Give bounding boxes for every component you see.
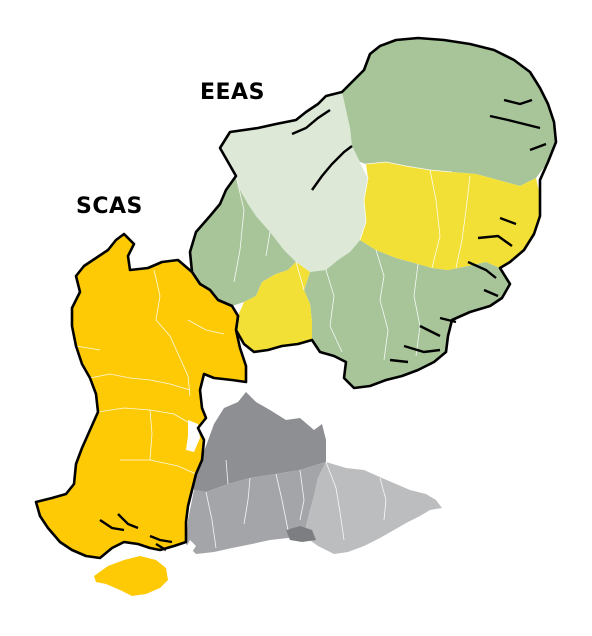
scas-isle-of-wight xyxy=(94,556,168,596)
eeas-river-line xyxy=(291,109,353,191)
scas-region xyxy=(34,232,248,596)
eeas-yellow-west-area xyxy=(236,262,312,352)
scas-coast-inlets xyxy=(99,513,173,552)
eeas-coast-inlets xyxy=(389,98,547,364)
scas-white-patch xyxy=(186,420,200,452)
eeas-green-north-area xyxy=(342,38,556,186)
scas-mainland-area xyxy=(36,234,246,558)
eeas-yellow-east-area xyxy=(360,162,540,270)
eeas-label: EEAS xyxy=(200,80,265,105)
se-small-dark-patch xyxy=(286,526,316,542)
se-coast-marks xyxy=(186,540,196,552)
scas-label: SCAS xyxy=(76,194,143,219)
eeas-region xyxy=(188,36,558,390)
south-east-region xyxy=(186,392,442,554)
se-light-grey-area xyxy=(304,462,442,554)
scas-outline xyxy=(34,232,248,560)
eeas-light-green-area xyxy=(220,92,368,272)
eeas-green-south-area xyxy=(304,240,510,388)
se-dark-grey-area xyxy=(192,392,326,492)
